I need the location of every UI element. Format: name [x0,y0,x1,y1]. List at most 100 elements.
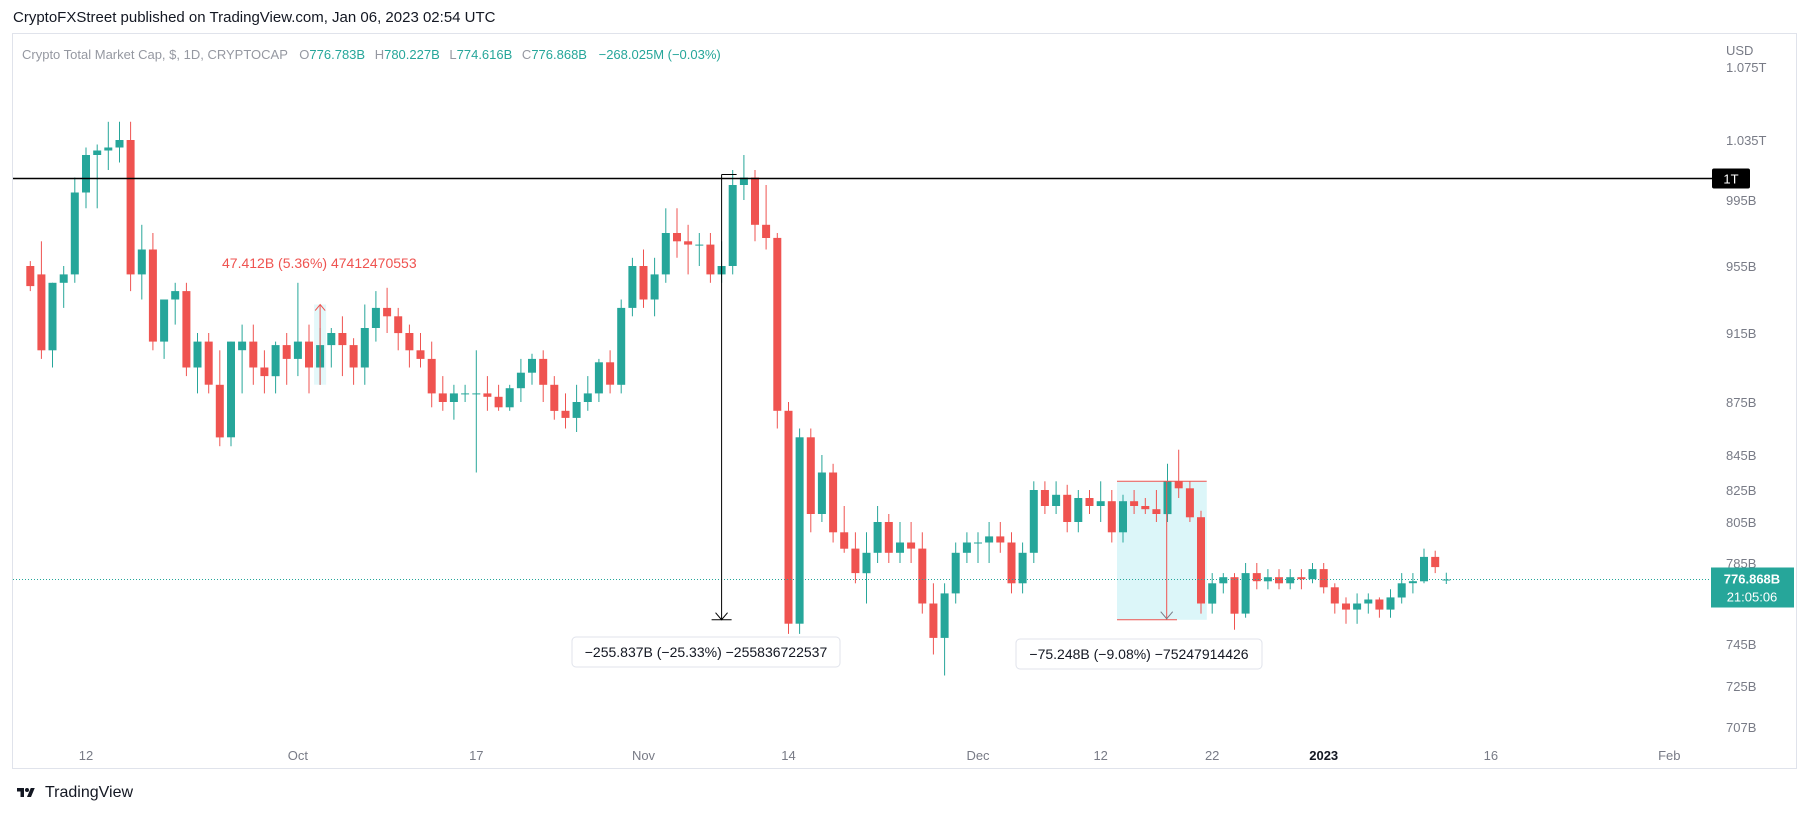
candle-body [940,593,949,638]
candle-body [617,307,626,385]
legend-close-label: C [522,47,531,62]
candlestick-chart[interactable]: Crypto Total Market Cap, $, 1D, CRYPTOCA… [0,0,1813,780]
candle-body [494,396,503,408]
candle-body [461,393,470,395]
candle-body [706,244,715,275]
candle-body [539,358,548,385]
x-tick-label: 14 [781,748,795,763]
last-price-label-bg [1711,567,1794,608]
candle-body [1219,577,1228,584]
candle-body [996,536,1005,543]
published-header: CryptoFXStreet published on TradingView.… [13,9,496,26]
candle-body [1275,577,1283,584]
candle-body [394,316,403,334]
candle-body [896,542,904,553]
measurement-arrow-icon [715,612,728,621]
candle-body [1375,599,1384,610]
candle-body [572,402,581,418]
candle-body [1442,579,1451,581]
candle-body [293,341,302,359]
candle-body [126,140,135,275]
candle-body [383,307,392,317]
candle-body [1096,501,1105,506]
candle-body [227,341,235,438]
measurement-label-bg [571,636,841,668]
y-tick-label: 805B [1726,515,1756,530]
measurement-label: 47.412B (5.36%) 47412470553 [222,255,417,271]
candle-body [1408,581,1417,584]
candle-body [583,393,592,402]
y-tick-label: 995B [1726,193,1756,208]
candle-body [751,177,759,225]
candle-body [1330,587,1339,604]
chart-frame[interactable] [12,33,1797,769]
last-price-label: 776.868B [1724,572,1780,587]
countdown-label: 21:05:06 [1727,590,1778,605]
x-tick-label: 12 [1093,748,1107,763]
candle-body [70,192,79,275]
y-tick-label: 955B [1726,259,1756,274]
x-tick-label: 17 [469,748,483,763]
legend-high: 780.227B [384,47,440,62]
candle-body [82,155,90,193]
candle-body [594,362,603,394]
candle-body [305,341,313,368]
candle-body [1364,599,1373,604]
candle-body [215,384,224,438]
y-tick-label: 785B [1726,556,1756,571]
candle-body [884,522,893,553]
horizontal-line-label-bg [1712,168,1750,189]
candle-body [182,291,191,368]
candle-body [438,393,447,402]
x-axis[interactable]: 12 Oct 17 Nov 14 Dec 12 22 2023 16 Feb [79,748,1681,763]
x-tick-label: Nov [632,748,656,763]
legend-close: 776.868B [531,47,587,62]
candle-body [405,333,414,351]
candle-body [282,345,291,359]
tradingview-brand-text: TradingView [45,784,134,801]
candle-body [1130,501,1139,506]
tradingview-logo-icon [17,788,35,797]
candle-body [204,341,213,385]
candle-body [48,282,57,351]
legend-low: 774.616B [457,47,513,62]
candle-body [115,140,124,148]
legend-change: −268.025M (−0.03%) [599,47,721,62]
candle-body [528,358,536,373]
candles-group [26,121,1451,676]
candle-body [1029,490,1038,553]
candle-body [762,224,771,238]
candle-body [773,237,782,411]
candle-body [962,542,971,553]
candle-body [1353,603,1362,610]
candle-body [862,552,871,574]
candle-body [840,532,849,549]
candle-body [349,345,358,368]
candle-body [1230,577,1239,614]
x-tick-label: Oct [288,748,309,763]
y-tick-label: 707B [1726,720,1756,735]
candle-body [739,177,748,185]
candle-body [59,274,68,283]
chart-legend: Crypto Total Market Cap, $, 1D, CRYPTOCA… [22,47,721,62]
candle-body [360,328,369,368]
candle-body [1342,603,1350,610]
candle-body [271,345,280,377]
candle-body [238,341,247,351]
candle-body [104,147,113,151]
candle-body [1397,583,1406,598]
candle-body [1241,573,1250,614]
measurement-boxes [314,304,1207,620]
y-axis[interactable]: 1.075T 1.035T 995B 955B 915B 875B 845B 825B 805B… [1726,60,1767,735]
legend-low-label: L [449,47,456,62]
candle-body [606,362,615,385]
y-tick-label: 745B [1726,637,1756,652]
candle-body [1386,597,1395,610]
candle-body [661,233,670,275]
tradingview-brand[interactable]: TradingView [13,784,133,802]
y-tick-label: 825B [1726,483,1756,498]
candle-body [1174,481,1183,489]
candle-body [918,548,927,604]
candle-body [695,244,704,246]
y-axis-unit: USD [1726,43,1753,58]
